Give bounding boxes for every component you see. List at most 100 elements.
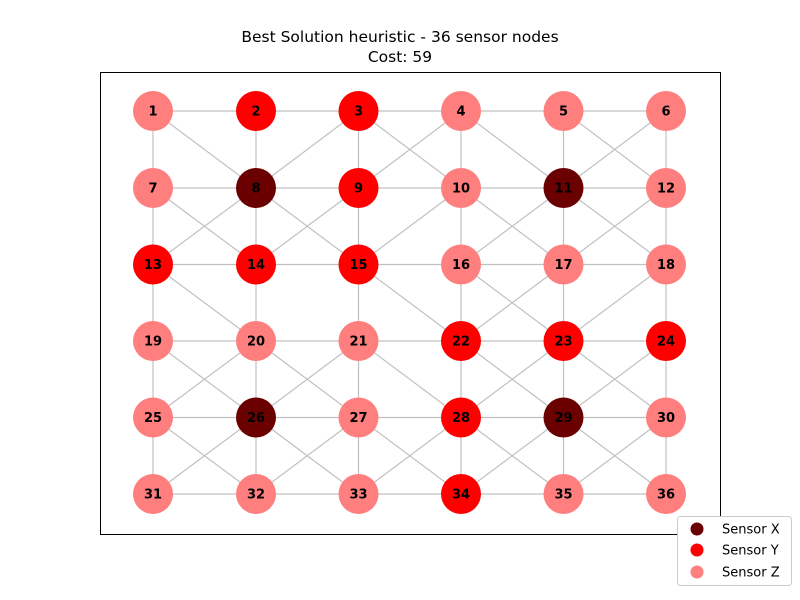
node-circle-12 [646, 168, 686, 208]
node-3: 3 [338, 91, 379, 131]
node-circle-27 [338, 397, 379, 438]
plot-frame [100, 72, 721, 535]
node-circle-30 [646, 397, 686, 438]
node-11: 11 [543, 168, 584, 208]
node-4: 4 [441, 91, 481, 131]
node-label-14: 14 [247, 258, 265, 273]
node-34: 34 [441, 474, 481, 514]
node-25: 25 [133, 397, 173, 438]
edge-9-14 [255, 187, 359, 265]
node-label-2: 2 [251, 105, 260, 120]
edge-27-32 [255, 417, 359, 495]
node-circle-11 [543, 168, 584, 208]
node-20: 20 [236, 321, 276, 361]
node-13: 13 [133, 244, 173, 285]
edge-23-28 [460, 340, 564, 418]
node-10: 10 [441, 168, 481, 208]
node-label-25: 25 [144, 411, 162, 426]
node-circle-17 [543, 244, 584, 285]
node-label-20: 20 [247, 335, 265, 350]
edge-23-30 [563, 340, 667, 418]
node-label-36: 36 [657, 488, 675, 503]
node-18: 18 [646, 244, 686, 285]
edge-30-35 [563, 417, 667, 495]
node-circle-26 [236, 397, 276, 438]
node-16: 16 [441, 244, 481, 285]
node-6: 6 [646, 91, 686, 131]
node-circle-16 [441, 244, 481, 285]
legend-marker-z [690, 565, 704, 579]
node-14: 14 [236, 244, 276, 285]
node-circle-20 [236, 321, 276, 361]
edge-6-11 [563, 110, 667, 189]
node-36: 36 [646, 474, 686, 514]
node-label-29: 29 [554, 411, 572, 426]
node-23: 23 [543, 321, 584, 361]
node-label-10: 10 [452, 182, 470, 197]
node-label-11: 11 [554, 182, 572, 197]
node-circle-32 [236, 474, 276, 514]
node-label-31: 31 [144, 488, 162, 503]
node-5: 5 [543, 91, 584, 131]
node-circle-10 [441, 168, 481, 208]
node-label-26: 26 [247, 411, 265, 426]
node-label-5: 5 [559, 105, 568, 120]
node-label-23: 23 [554, 335, 572, 350]
node-7: 7 [133, 168, 173, 208]
node-label-32: 32 [247, 488, 265, 503]
node-label-13: 13 [144, 258, 162, 273]
node-12: 12 [646, 168, 686, 208]
edge-29-34 [460, 417, 564, 495]
node-label-17: 17 [554, 258, 572, 273]
edge-10-15 [358, 187, 462, 265]
node-label-1: 1 [148, 105, 157, 120]
node-label-33: 33 [349, 488, 367, 503]
edge-26-31 [152, 417, 257, 495]
legend: Sensor X Sensor Y Sensor Z [677, 516, 792, 586]
node-1: 1 [133, 91, 173, 131]
node-circle-14 [236, 244, 276, 285]
node-circle-3 [338, 91, 379, 131]
edge-4-11 [460, 110, 564, 189]
node-26: 26 [236, 397, 276, 438]
edge-13-20 [152, 264, 257, 342]
legend-marker-y [690, 543, 704, 557]
node-label-34: 34 [452, 488, 470, 503]
node-label-12: 12 [657, 182, 675, 197]
node-circle-35 [543, 474, 584, 514]
node-circle-18 [646, 244, 686, 285]
node-circle-23 [543, 321, 584, 361]
node-circle-36 [646, 474, 686, 514]
node-35: 35 [543, 474, 584, 514]
node-8: 8 [236, 168, 276, 208]
node-33: 33 [338, 474, 379, 514]
legend-label-z: Sensor Z [722, 566, 780, 581]
node-label-21: 21 [349, 335, 367, 350]
legend-label-y: Sensor Y [722, 544, 779, 559]
node-label-28: 28 [452, 411, 470, 426]
node-circle-15 [338, 244, 379, 285]
node-circle-7 [133, 168, 173, 208]
edge-28-33 [358, 417, 462, 495]
edge-18-23 [563, 264, 667, 342]
node-9: 9 [338, 168, 379, 208]
node-label-15: 15 [349, 258, 367, 273]
node-label-30: 30 [657, 411, 675, 426]
node-circle-29 [543, 397, 584, 438]
node-22: 22 [441, 321, 481, 361]
node-label-4: 4 [456, 105, 465, 120]
edges-layer [152, 110, 667, 495]
node-label-6: 6 [661, 105, 670, 120]
edge-12-17 [563, 187, 667, 265]
legend-frame [677, 516, 792, 586]
chart-subtitle: Cost: 59 [367, 48, 433, 66]
node-circle-22 [441, 321, 481, 361]
node-31: 31 [133, 474, 173, 514]
edge-21-28 [358, 340, 462, 418]
node-circle-2 [236, 91, 276, 131]
node-24: 24 [646, 321, 686, 361]
node-21: 21 [338, 321, 379, 361]
edge-11-16 [460, 187, 564, 265]
